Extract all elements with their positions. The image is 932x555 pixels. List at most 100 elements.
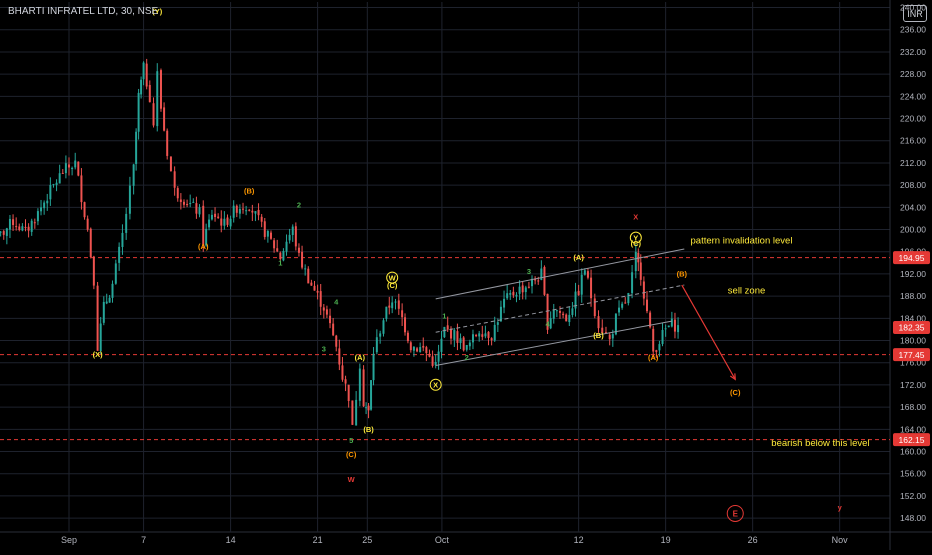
candle-body xyxy=(428,353,431,357)
wave-label: 5 xyxy=(349,436,353,445)
candle-body xyxy=(263,221,266,237)
candle-body xyxy=(159,70,162,109)
candle-body xyxy=(639,262,642,280)
channel-line[interactable] xyxy=(435,320,672,366)
candle-body xyxy=(291,226,294,236)
candle-body xyxy=(670,318,673,327)
candle-body xyxy=(425,347,428,354)
wave-label: (Y) xyxy=(152,7,163,16)
candle-body xyxy=(279,252,282,260)
candle-body xyxy=(192,201,195,203)
candle-body xyxy=(304,268,307,270)
candle-body xyxy=(128,185,131,214)
wave-label: 4 xyxy=(334,297,339,306)
wave-label: W xyxy=(389,274,397,283)
wave-label: (A) xyxy=(648,353,659,362)
channel-line[interactable] xyxy=(435,248,685,300)
y-axis[interactable]: 148.00 152.00 156.00 160.00 164.00 168.00 172.… xyxy=(893,3,930,524)
wave-label: 1 xyxy=(442,311,446,320)
candle-body xyxy=(288,234,291,241)
candle-body xyxy=(182,201,185,205)
candle-body xyxy=(370,380,373,410)
channel-line[interactable] xyxy=(435,284,685,333)
candle-body xyxy=(15,226,18,228)
candle-body xyxy=(655,350,658,352)
candle-body xyxy=(493,324,496,341)
candle-body xyxy=(43,202,46,209)
candle-body xyxy=(484,333,487,337)
y-tick-label: 216.00 xyxy=(900,136,926,146)
candle-body xyxy=(68,164,70,168)
candle-body xyxy=(55,182,58,186)
candle-body xyxy=(358,368,361,401)
candle-body xyxy=(238,208,241,214)
candle-body xyxy=(223,218,226,226)
x-tick-label: 21 xyxy=(313,535,323,545)
candle-body xyxy=(179,199,182,202)
candle-body xyxy=(313,285,316,291)
candle-body xyxy=(102,301,105,323)
wave-labels-layer: (Y)(X)(A)(B)12345(C)W(A)(B)W(C)X1234(A)(… xyxy=(93,7,870,522)
candle-body xyxy=(496,322,499,325)
projection-arrow-head[interactable] xyxy=(729,373,736,381)
candle-body xyxy=(601,327,604,334)
candle-body xyxy=(637,252,640,263)
candle-body xyxy=(568,314,571,323)
candle-body xyxy=(49,184,52,200)
candle-body xyxy=(565,314,568,322)
y-tick-label: 176.00 xyxy=(900,358,926,368)
candle-body xyxy=(453,329,456,340)
drawings-layer[interactable] xyxy=(435,248,736,381)
candle-body xyxy=(478,333,481,337)
wave-label-circle xyxy=(629,231,642,244)
candle-body xyxy=(555,310,558,312)
x-axis[interactable]: Sep 7 14 21 25 Oct 12 19 26 Nov xyxy=(61,535,848,545)
candle-body xyxy=(490,338,493,341)
candle-body xyxy=(481,334,484,337)
candle-body xyxy=(80,175,83,203)
wave-label: 1 xyxy=(278,259,282,268)
candle-body xyxy=(229,218,232,227)
candle-body xyxy=(614,313,617,335)
candle-body xyxy=(297,247,300,253)
candle-body xyxy=(12,219,15,226)
candle-body xyxy=(499,306,502,322)
candle-body xyxy=(195,203,198,214)
candle-body xyxy=(443,326,446,338)
y-tick-label: 232.00 xyxy=(900,47,926,57)
candle-body xyxy=(189,203,192,205)
candle-body xyxy=(397,300,400,309)
wave-label: (X) xyxy=(93,350,104,359)
chart-annotation: sell zone xyxy=(728,285,766,296)
candle-body xyxy=(21,226,24,231)
candle-body xyxy=(220,218,223,226)
candle-body xyxy=(621,303,624,308)
candle-body xyxy=(531,278,534,287)
projection-arrow-line[interactable] xyxy=(681,284,736,380)
candle-body xyxy=(673,319,676,332)
x-tick-label: 14 xyxy=(226,535,236,545)
candle-body xyxy=(148,84,151,103)
candle-body xyxy=(524,287,527,293)
candle-body xyxy=(152,103,155,126)
wave-label: 3 xyxy=(527,267,531,276)
candle-body xyxy=(245,210,248,212)
candle-body xyxy=(475,334,478,337)
wave-label: 3 xyxy=(322,345,326,354)
candle-body xyxy=(344,379,347,384)
candle-body xyxy=(24,227,27,229)
y-tick-label: 212.00 xyxy=(900,158,926,168)
y-tick-label: 172.00 xyxy=(900,380,926,390)
candle-body xyxy=(642,281,645,299)
candle-body xyxy=(627,293,630,304)
candle-body xyxy=(406,332,409,342)
y-tick-label: 168.00 xyxy=(900,402,926,412)
candle-body xyxy=(232,205,235,218)
candle-body xyxy=(362,369,365,407)
candle-body xyxy=(307,268,310,284)
currency-badge[interactable]: INR xyxy=(903,5,927,22)
wave-label: (A) xyxy=(198,242,209,251)
wave-label: (B) xyxy=(677,270,688,279)
